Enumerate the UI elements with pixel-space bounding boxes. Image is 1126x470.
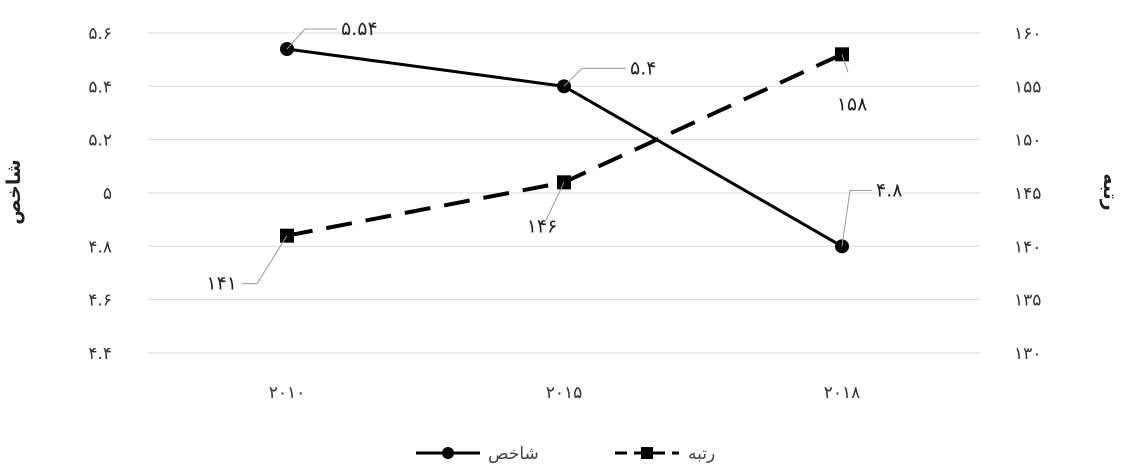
legend-label-rank: رتبه <box>688 444 715 464</box>
rank-label-leader <box>545 182 565 221</box>
y-left-tick-label: ۴.۸ <box>88 237 112 257</box>
index-label-leader <box>563 67 626 87</box>
legend: شاخص رتبه <box>416 444 715 464</box>
gridlines <box>148 32 980 354</box>
legend-item-index: شاخص <box>416 444 539 464</box>
series-layer <box>280 42 849 254</box>
y-right-tick-label: ۱۳۵ <box>1014 291 1041 311</box>
y-left-tick-label: ۵.۴ <box>88 77 112 97</box>
y-axis-left-title: شاخص <box>3 159 25 224</box>
y-axis-right-title: رتبه <box>1099 173 1121 210</box>
index-data-label: ۵.۵۴ <box>341 18 378 40</box>
x-tick-label: ۲۰۱۵ <box>546 383 583 403</box>
y-right-tick-label: ۱۵۰ <box>1014 131 1041 151</box>
legend-label-index: شاخص <box>488 444 539 464</box>
left-axis-ticks: ۵.۶ ۵.۴ ۵.۲ ۵ ۴.۸ ۴.۶ ۴.۴ <box>88 24 112 364</box>
right-axis-ticks: ۱۶۰ ۱۵۵ ۱۵۰ ۱۴۵ ۱۴۰ ۱۳۵ ۱۳۰ <box>1014 24 1041 364</box>
y-right-tick-label: ۱۴۵ <box>1014 184 1041 204</box>
index-label-leader <box>286 28 337 50</box>
index-data-label: ۵.۴ <box>630 57 656 79</box>
x-tick-label: ۲۰۱۸ <box>824 383 861 403</box>
x-axis-ticks: ۲۰۱۰ ۲۰۱۵ ۲۰۱۸ <box>269 383 861 403</box>
index-data-label: ۴.۸ <box>876 179 902 201</box>
rank-label-leader <box>242 235 288 285</box>
series-line-index <box>286 47 843 248</box>
y-left-tick-label: ۵.۲ <box>88 131 112 151</box>
y-left-tick-label: ۵ <box>103 184 112 204</box>
y-left-tick-label: ۴.۴ <box>88 344 112 364</box>
y-right-tick-label: ۱۴۰ <box>1014 237 1041 257</box>
y-left-tick-label: ۵.۶ <box>88 24 112 44</box>
rank-label-leader <box>841 54 849 73</box>
rank-data-label: ۱۴۶ <box>527 215 558 237</box>
data-labels-layer: ۵.۵۴ ۵.۴ ۴.۸ ۱۴۱ ۱۴۶ ۱۵۸ <box>206 18 902 295</box>
legend-item-rank: رتبه <box>615 444 715 464</box>
y-right-tick-label: ۱۶۰ <box>1014 24 1041 44</box>
y-right-tick-label: ۱۵۵ <box>1014 77 1041 97</box>
rank-data-label: ۱۴۱ <box>206 273 237 295</box>
rank-data-label: ۱۵۸ <box>837 93 868 115</box>
y-left-tick-label: ۴.۶ <box>88 291 112 311</box>
x-tick-label: ۲۰۱۰ <box>269 383 306 403</box>
index-label-leader <box>841 189 872 247</box>
y-right-tick-label: ۱۳۰ <box>1014 344 1041 364</box>
